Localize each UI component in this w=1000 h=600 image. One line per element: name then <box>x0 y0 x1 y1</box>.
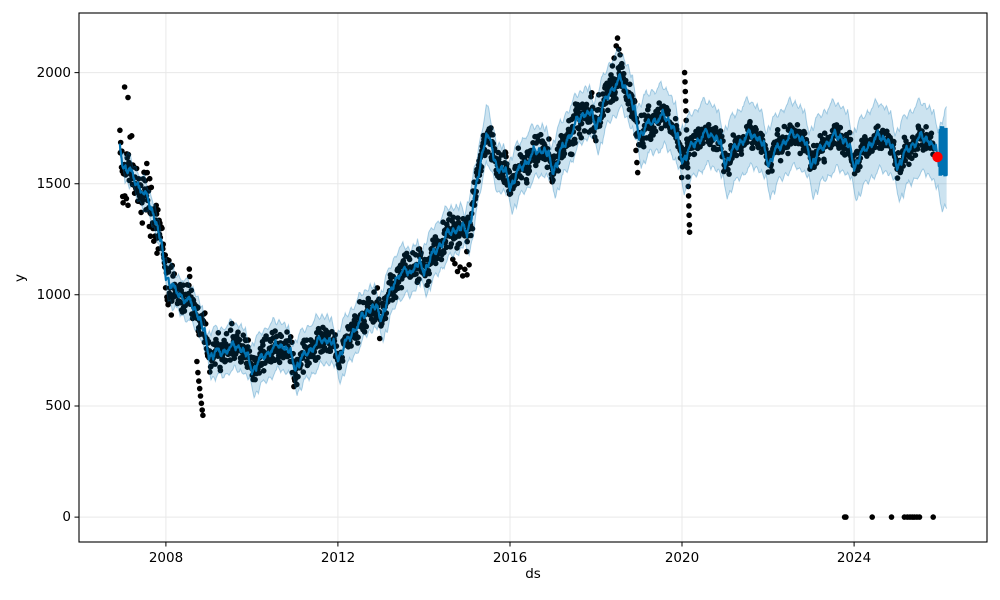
y-tick-label-1500: 1500 <box>36 176 71 192</box>
observations-dots <box>117 35 938 520</box>
y-tick-label-0: 0 <box>62 509 71 525</box>
y-axis-title: y <box>12 274 28 282</box>
x-tick-label-2008: 2008 <box>148 550 184 566</box>
x-axis-title: ds <box>525 566 541 582</box>
x-tick-label-2016: 2016 <box>492 550 528 566</box>
y-tick-label-1000: 1000 <box>36 287 71 303</box>
x-tick-label-2024: 2024 <box>836 550 872 566</box>
x-tick-label-2012: 2012 <box>320 550 356 566</box>
latest-point-marker <box>932 151 943 163</box>
gridlines <box>79 13 987 542</box>
uncertainty-band <box>119 48 947 398</box>
y-tick-label-500: 500 <box>45 398 71 414</box>
y-tick-label-2000: 2000 <box>36 65 71 81</box>
x-tick-label-2020: 2020 <box>664 550 700 566</box>
uncertainty-band-upper-edge <box>119 47 947 350</box>
forecast-tail-streak <box>938 126 948 177</box>
tick-marks <box>74 72 855 547</box>
forecast-line <box>118 73 940 376</box>
uncertainty-band-lower-edge <box>119 104 948 400</box>
plot-spines <box>78 12 988 543</box>
